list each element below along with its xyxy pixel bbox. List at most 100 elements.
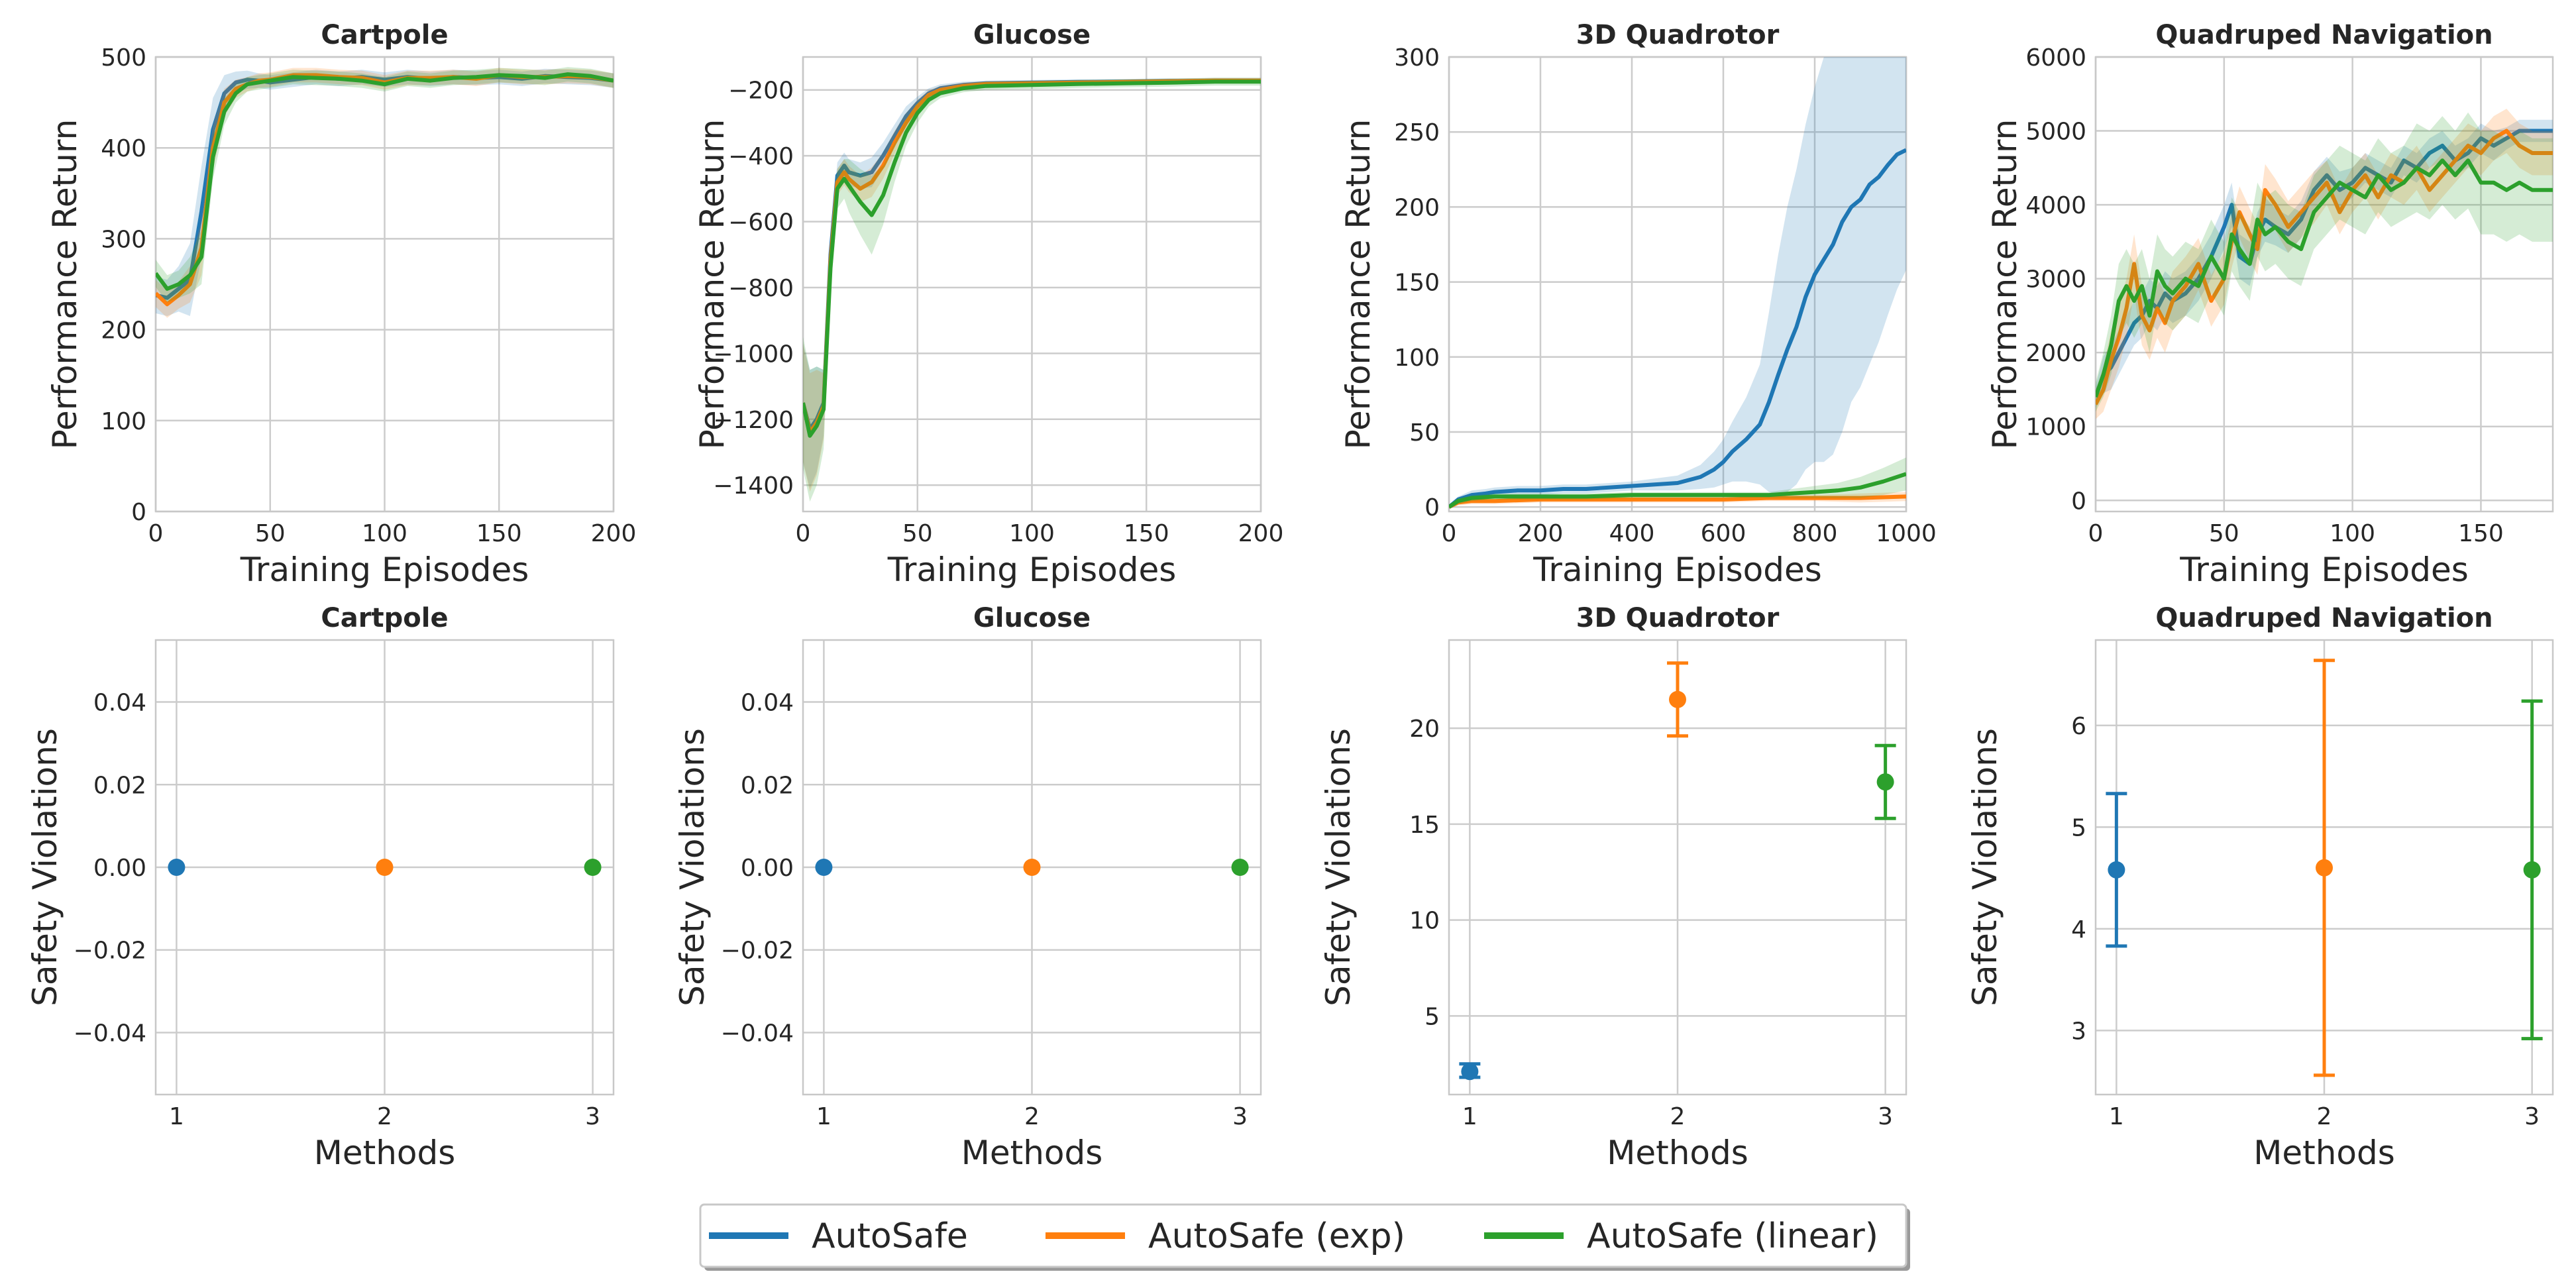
chart-title: Quadruped Navigation [2155,603,2493,633]
y-axis-label: Performance Return [1339,119,1377,450]
data-point [1231,859,1249,876]
y-tick-label: 0.00 [93,855,146,882]
y-axis-label: Performance Return [693,119,731,450]
plot-frame [154,639,615,1096]
x-tick-label: 150 [2458,520,2504,547]
plot-frame [802,56,1262,513]
y-axis-label: Safety Violations [26,728,64,1006]
y-tick-label: −200 [728,78,794,105]
y-tick-label: 1000 [2025,414,2086,441]
panel-performance-2: 0 50 100 150 200 −1400 −1200 −1000 −800 −600 −400 −… [693,20,1283,589]
x-tick-label: 200 [1518,520,1564,547]
x-tick-label: 1000 [1876,520,1937,547]
y-tick-label: −1000 [713,341,794,368]
series-band [1449,57,1906,509]
y-axis-label: Safety Violations [1319,728,1358,1006]
series-line [1449,148,1906,509]
x-tick-label: 1 [816,1103,832,1130]
series-band [2096,109,2553,419]
y-tick-label: 0 [1424,494,1440,521]
y-tick-label: −1200 [713,407,794,434]
y-axis-label: Safety Violations [1966,728,2004,1006]
y-tick-label: −400 [728,143,794,170]
series-line [1449,472,1906,509]
data-point [1461,1063,1479,1081]
x-tick-label: 200 [591,520,637,547]
y-axis-label: Performance Return [1986,119,2024,450]
plot-area [815,859,1249,876]
series-line [2096,158,2553,398]
plot-area [2106,659,2543,1077]
y-tick-label: 0.02 [93,772,146,799]
y-tick-label: 5 [1424,1003,1440,1030]
x-tick-label: 1 [2109,1103,2124,1130]
y-tick-label: 100 [1394,345,1440,372]
y-tick-label: 0.04 [93,690,146,717]
y-tick-label: 50 [1409,419,1440,447]
y-tick-label: 20 [1409,716,1440,743]
x-tick-label: 150 [476,520,522,547]
chart-title: 3D Quadrotor [1576,20,1780,50]
x-tick-label: 50 [255,520,286,547]
chart-title: Glucose [973,20,1091,50]
y-tick-label: 0.04 [741,690,794,717]
x-tick-label: 100 [2330,520,2375,547]
y-tick-label: 200 [101,317,146,345]
x-axis-label: Training Episodes [240,551,529,589]
panel-violations-2: 1 2 3 −0.04 −0.02 0.00 0.02 0.04 Glucose Methods S… [673,603,1262,1172]
legend: AutoSafe AutoSafe (exp) AutoSafe (linear) [699,1203,1910,1271]
y-tick-label: 3000 [2025,266,2086,294]
x-tick-label: 3 [1232,1103,1248,1130]
y-tick-label: 0 [131,499,146,526]
x-axis-label: Methods [2253,1134,2395,1172]
plot-frame [2094,56,2554,513]
y-tick-label: −0.02 [74,938,146,965]
y-tick-label: 10 [1409,908,1440,935]
legend-box [699,1203,1907,1268]
series-line [2096,129,2553,405]
data-point [1023,859,1041,876]
x-tick-label: 2 [2317,1103,2332,1130]
plot-area [168,859,602,876]
data-point [2316,859,2333,877]
y-tick-label: −1400 [713,472,794,500]
x-tick-label: 2 [1024,1103,1040,1130]
plot-frame [1448,639,1907,1096]
x-axis-label: Methods [961,1134,1103,1172]
y-tick-label: 400 [101,135,146,162]
series-band [156,67,614,303]
y-tick-label: 4000 [2025,192,2086,219]
plot-frame [2094,639,2554,1096]
y-tick-label: 200 [1394,194,1440,221]
x-tick-label: 50 [902,520,933,547]
x-tick-label: 2 [1670,1103,1686,1130]
plot-frame [802,639,1262,1096]
plot-area [1459,661,1896,1081]
plot-area [2096,109,2553,419]
y-tick-label: 6000 [2025,44,2086,72]
y-tick-label: −800 [728,275,794,302]
x-tick-label: 50 [2209,520,2239,547]
y-tick-label: 0.02 [741,772,794,799]
x-axis-label: Training Episodes [1532,551,1822,589]
x-tick-label: 0 [1442,520,1457,547]
y-tick-label: 4 [2071,916,2086,943]
data-point [376,859,394,876]
x-tick-label: 100 [362,520,407,547]
x-tick-label: 0 [148,520,164,547]
x-tick-label: 3 [585,1103,600,1130]
chart-title: Quadruped Navigation [2155,20,2493,50]
chart-title: Cartpole [321,603,448,633]
x-tick-label: 200 [1238,520,1284,547]
legend-label: AutoSafe (exp) [1148,1216,1405,1256]
x-tick-label: 0 [2088,520,2104,547]
series-line [1449,494,1906,509]
y-tick-label: −0.04 [721,1020,794,1047]
x-tick-label: 600 [1701,520,1746,547]
x-tick-label: 800 [1792,520,1838,547]
panel-violations-3: 1 2 3 5 10 15 20 3D Quadrotor Methods Safety Viol… [1319,603,1907,1172]
y-tick-label: 0.00 [741,855,794,882]
series-line [803,80,1261,438]
x-tick-label: 400 [1609,520,1655,547]
